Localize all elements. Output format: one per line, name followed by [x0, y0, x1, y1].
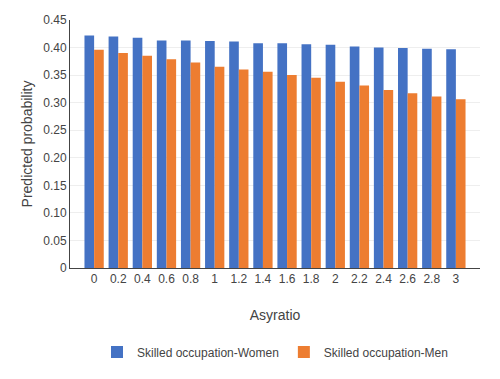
svg-text:2.4: 2.4: [375, 272, 392, 286]
svg-text:0.45: 0.45: [43, 13, 67, 27]
svg-text:3: 3: [453, 272, 460, 286]
svg-text:0.4: 0.4: [134, 272, 151, 286]
svg-text:1.2: 1.2: [230, 272, 247, 286]
svg-text:Asyratio: Asyratio: [250, 307, 301, 323]
svg-text:0.20: 0.20: [43, 151, 67, 165]
svg-text:1: 1: [211, 272, 218, 286]
svg-text:2.8: 2.8: [423, 272, 440, 286]
svg-text:Skilled occupation-Women: Skilled occupation-Women: [137, 346, 279, 360]
svg-text:0.30: 0.30: [43, 96, 67, 110]
svg-text:2.2: 2.2: [351, 272, 368, 286]
svg-text:0.2: 0.2: [110, 272, 127, 286]
svg-text:Predicted probability: Predicted probability: [19, 81, 35, 208]
svg-text:0.6: 0.6: [158, 272, 175, 286]
svg-text:2.6: 2.6: [399, 272, 416, 286]
svg-text:1.6: 1.6: [279, 272, 296, 286]
svg-text:0.40: 0.40: [43, 41, 67, 55]
svg-text:0: 0: [91, 272, 98, 286]
svg-text:Skilled occupation-Men: Skilled occupation-Men: [324, 346, 448, 360]
svg-text:0.35: 0.35: [43, 68, 67, 82]
svg-text:0.15: 0.15: [43, 179, 67, 193]
svg-text:0.10: 0.10: [43, 206, 67, 220]
svg-text:1.8: 1.8: [303, 272, 320, 286]
svg-text:0: 0: [60, 261, 67, 275]
svg-text:0.8: 0.8: [182, 272, 199, 286]
svg-text:2: 2: [332, 272, 339, 286]
svg-text:0.05: 0.05: [43, 234, 67, 248]
svg-text:0.25: 0.25: [43, 123, 67, 137]
svg-text:1.4: 1.4: [255, 272, 272, 286]
